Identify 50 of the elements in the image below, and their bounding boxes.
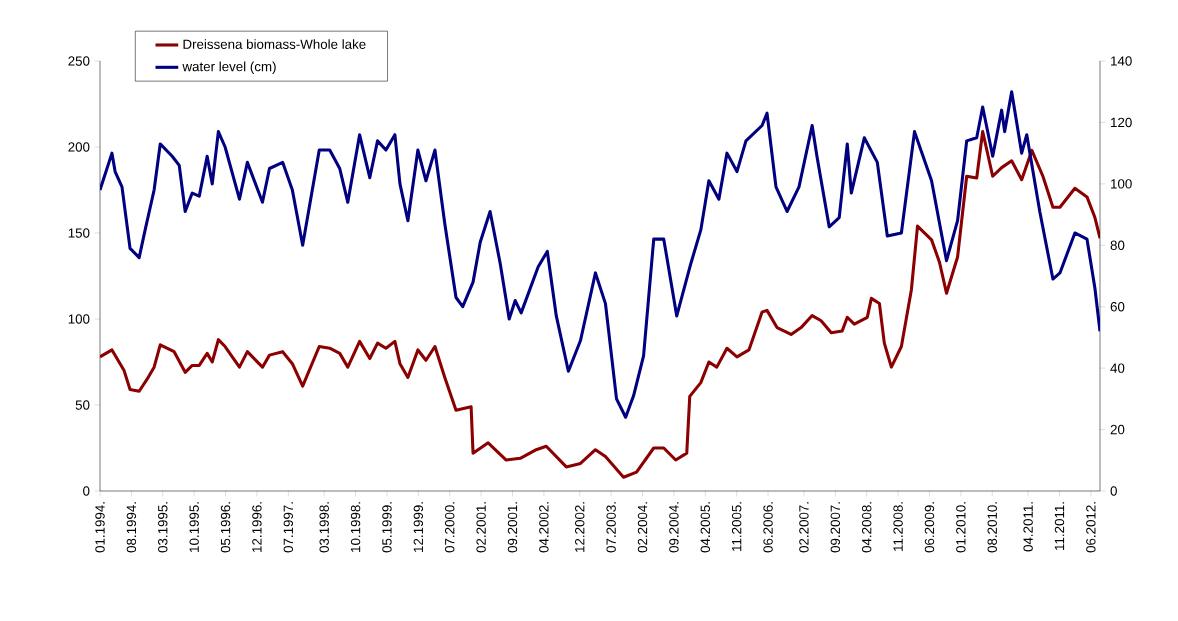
- x-tick-label: 07.2000.: [445, 502, 455, 553]
- x-tick-label: 08.2010.: [987, 502, 997, 553]
- x-tick-label: 05.1999.: [382, 502, 392, 553]
- x-tick-label: 11.2005.: [731, 502, 742, 551]
- x-tick-label: 12.2002.: [575, 502, 585, 552]
- x-tick-label: 02.2004.: [637, 502, 648, 553]
- x-tick-label: 10.1998.: [350, 502, 361, 552]
- x-tick-label: 04.2011.: [1023, 502, 1033, 552]
- x-tick-label: 07.2003.: [606, 502, 616, 553]
- legend-label: Dreissena biomass-Whole lake: [183, 39, 366, 49]
- x-tick-label: 12.1999.: [413, 502, 424, 552]
- x-tick-label: 08.1994.: [126, 502, 137, 553]
- y2-tick-label: 80: [1110, 240, 1125, 250]
- x-tick-label: 09.2001.: [507, 502, 518, 553]
- y2-tick-label: 20: [1110, 424, 1125, 435]
- x-tick-label: 04.2008.: [861, 502, 872, 553]
- y-tick-label: 250: [68, 56, 90, 66]
- x-tick-label: 02.2001.: [476, 502, 486, 553]
- y2-tick-label: 0: [1110, 486, 1117, 496]
- y-tick-label: 100: [68, 314, 90, 324]
- legend-label: water level (cm): [182, 61, 276, 74]
- y-tick-label: 50: [75, 400, 90, 410]
- x-tick-label: 06.2012.: [1086, 502, 1096, 553]
- x-tick-label: 05.1996.: [220, 502, 231, 553]
- y-tick-label: 0: [83, 486, 90, 496]
- x-tick-label: 07.1997.: [283, 502, 294, 553]
- x-tick-label: 11.2008.: [893, 502, 903, 551]
- y-tick-label: 150: [68, 228, 90, 238]
- x-tick-label: 04.2002.: [539, 502, 549, 553]
- x-tick-label: 04.2005.: [700, 502, 711, 553]
- y2-tick-label: 40: [1110, 363, 1125, 373]
- x-tick-label: 06.2009.: [924, 502, 935, 553]
- x-tick-label: 06.2006.: [763, 502, 773, 553]
- y-tick-label: 200: [68, 142, 90, 152]
- y2-tick-label: 60: [1110, 301, 1125, 312]
- y2-tick-label: 100: [1111, 179, 1132, 189]
- x-tick-label: 01.2010.: [956, 502, 966, 553]
- line-series: [100, 90, 1100, 419]
- x-tick-label: 11.2011.: [1054, 502, 1065, 550]
- x-tick-label: 03.1998.: [319, 502, 329, 553]
- x-tick-label: 09.2007.: [830, 502, 841, 553]
- x-tick-label: 10.1995.: [189, 502, 199, 552]
- x-tick-label: 02.2007.: [799, 502, 809, 553]
- y2-tick-label: 140: [1111, 56, 1132, 66]
- y2-tick-label: 120: [1111, 117, 1132, 128]
- line-series: [100, 129, 1100, 479]
- x-tick-label: 12.1996.: [252, 502, 262, 552]
- x-tick-label: 01.1994.: [95, 502, 105, 553]
- x-tick-label: 03.1995.: [158, 502, 168, 553]
- x-tick-label: 09.2004.: [669, 502, 679, 553]
